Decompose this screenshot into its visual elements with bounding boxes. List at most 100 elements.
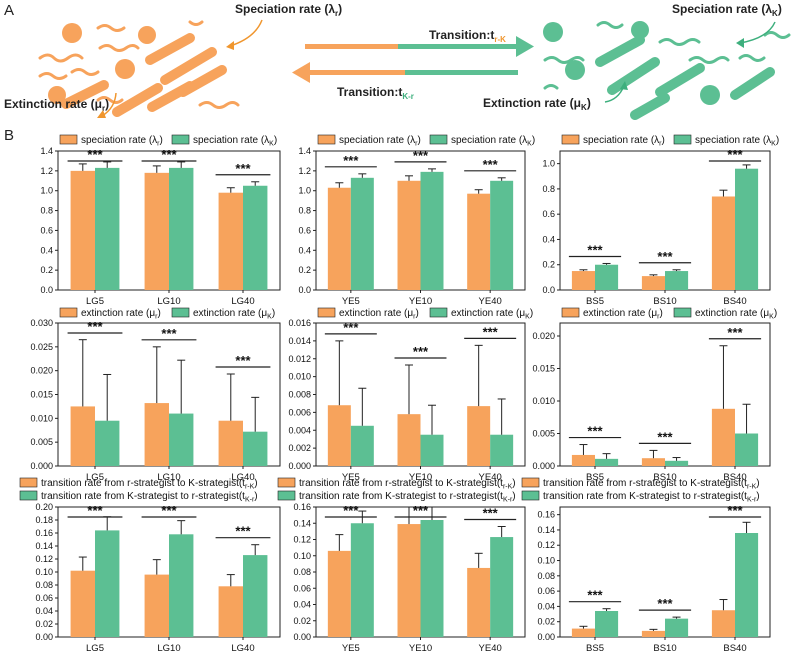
significance-stars: *** <box>727 325 743 340</box>
x-category-label: LG40 <box>231 643 254 654</box>
legend-k-text: speciation rate (λK) <box>695 135 779 148</box>
significance-stars: *** <box>413 503 429 518</box>
speciation-k-text: Speciation rate (λ <box>672 2 772 16</box>
y-tick-label: 0.0 <box>40 285 53 295</box>
transition-r-k-label: Transition:tr-K <box>429 28 506 44</box>
legend-r-swatch <box>59 307 78 318</box>
y-tick-label: 0.04 <box>537 601 555 611</box>
y-tick-label: 0.008 <box>288 390 311 400</box>
x-category-label: YE5 <box>342 472 360 483</box>
y-tick-label: 0.010 <box>288 372 311 382</box>
k-strategist-cluster <box>543 21 791 120</box>
chart-1-0: extinction rate (μr) extinction rate (μK)… <box>30 307 281 483</box>
significance-stars: *** <box>161 326 177 341</box>
legend-k-tail: ) <box>530 308 533 319</box>
legend-r-text: transition rate from r-strategist to K-s… <box>41 478 258 491</box>
y-tick-label: 0.14 <box>35 541 53 551</box>
legend-k-main: transition rate from K-strategist to r-s… <box>543 491 747 502</box>
legend-k-text: extinction rate (μK) <box>695 308 777 321</box>
x-category-label: LG5 <box>86 472 104 483</box>
bar-r <box>641 630 665 637</box>
y-tick-label: 0.8 <box>40 206 53 216</box>
y-tick-label: 0.12 <box>293 535 311 545</box>
bar-r <box>70 570 95 637</box>
y-tick-label: 0.10 <box>35 567 53 577</box>
bar-k <box>169 534 194 637</box>
transition-r-k-sub: r-K <box>494 35 506 44</box>
bar-k <box>595 611 619 637</box>
extinction-r-label: Extinction rate (μr) <box>4 97 109 113</box>
x-category-label: YE40 <box>479 296 502 307</box>
extinction-k-label: Extinction rate (μK) <box>483 96 591 112</box>
legend-r-main: speciation rate (λ <box>583 135 659 146</box>
x-category-label: BS40 <box>723 296 746 307</box>
legend-r-text: extinction rate (μr) <box>81 308 161 321</box>
y-tick-label: 0.8 <box>298 206 311 216</box>
legend-r-tail: ) <box>662 135 665 146</box>
significance-stars: *** <box>343 503 359 518</box>
extinction-r-text: Extinction rate (μ <box>4 97 102 111</box>
y-tick-label: 0.08 <box>537 571 555 581</box>
y-tick-label: 0.015 <box>532 364 555 374</box>
y-tick-label: 0.4 <box>298 245 311 255</box>
legend-r-sub: r-K <box>747 484 757 491</box>
x-category-label: YE5 <box>342 296 360 307</box>
legend-r-sub: r <box>413 314 416 321</box>
legend-r-main: speciation rate (λ <box>81 135 157 146</box>
panel-b-letter: B <box>4 127 14 144</box>
x-category-label: LG5 <box>86 296 104 307</box>
speciation-r-label: Speciation rate (λr) <box>235 2 342 18</box>
y-tick-label: 0.004 <box>288 425 311 435</box>
bar-r <box>327 550 351 637</box>
legend-k-tail: ) <box>512 491 515 502</box>
chart-0-0: speciation rate (λr) speciation rate (λK)… <box>40 134 281 307</box>
legend-r-swatch <box>277 477 296 488</box>
legend-k-swatch <box>429 307 448 318</box>
legend-k-main: speciation rate (λ <box>193 135 269 146</box>
y-tick-label: 0.14 <box>537 525 555 535</box>
y-tick-label: 1.0 <box>40 186 53 196</box>
legend-k-text: transition rate from K-strategist to r-s… <box>543 491 760 504</box>
legend-r-sub: r <box>659 141 662 148</box>
bar-r <box>641 458 665 466</box>
extinction-k-text: Extinction rate (μ <box>483 96 581 110</box>
y-tick-label: 0.6 <box>298 225 311 235</box>
legend-k-sub: K <box>769 314 774 321</box>
significance-stars: *** <box>727 147 743 162</box>
bar-k <box>420 434 444 466</box>
panel-a: A <box>4 2 791 120</box>
bar-k <box>735 433 759 466</box>
y-tick-label: 1.2 <box>40 166 53 176</box>
bar-r <box>218 420 243 466</box>
bar-k <box>420 171 444 290</box>
bar-k <box>95 167 120 290</box>
y-tick-label: 0.16 <box>537 510 555 520</box>
extinction-r-paren: ) <box>105 97 109 111</box>
y-tick-label: 0.4 <box>542 234 555 244</box>
y-tick-label: 1.4 <box>298 146 311 156</box>
bar-r <box>144 403 169 466</box>
y-tick-label: 0.010 <box>30 413 53 423</box>
legend-r-text: transition rate from r-strategist to K-s… <box>543 478 760 491</box>
y-tick-label: 0.000 <box>30 461 53 471</box>
y-tick-label: 0.005 <box>30 437 53 447</box>
bar-r <box>70 170 95 290</box>
legend-r-tail: ) <box>157 308 160 319</box>
y-tick-label: 0.6 <box>40 225 53 235</box>
bar-k <box>169 413 194 466</box>
legend-r-sub: r <box>155 314 158 321</box>
bar-r <box>711 408 735 466</box>
x-category-label: YE10 <box>409 643 432 654</box>
legend-r-tail: ) <box>254 478 257 489</box>
significance-stars: *** <box>87 319 103 334</box>
x-category-label: BS5 <box>586 643 604 654</box>
x-category-label: BS10 <box>653 472 676 483</box>
legend-r-sub: r <box>657 314 660 321</box>
y-tick-label: 0.0 <box>298 285 311 295</box>
y-tick-label: 0.012 <box>288 354 311 364</box>
panel-b-charts: speciation rate (λr) speciation rate (λK)… <box>19 134 779 654</box>
chart-2-2: transition rate from r-strategist to K-s… <box>521 477 771 654</box>
y-tick-label: 0.08 <box>293 567 311 577</box>
y-tick-label: 0.002 <box>288 443 311 453</box>
